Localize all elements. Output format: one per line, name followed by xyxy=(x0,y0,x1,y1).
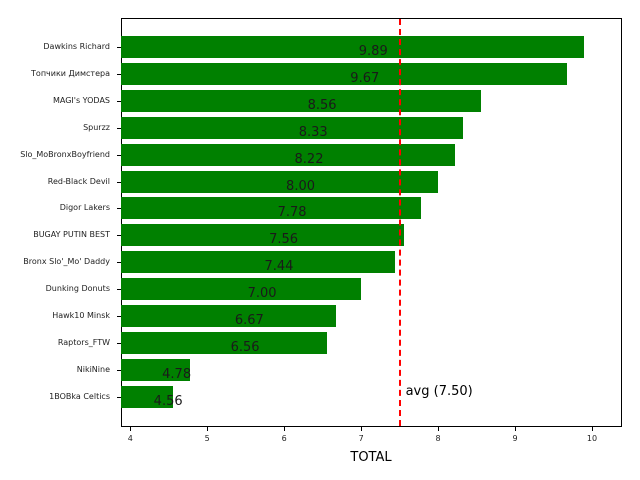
y-tick-label: Топчики Димстера xyxy=(31,68,110,78)
y-tick-label: Hawk10 Minsk xyxy=(52,311,110,320)
y-tick-label: Digor Lakers xyxy=(59,203,110,213)
bar-value-label: 7.56 xyxy=(269,232,299,248)
bar xyxy=(121,358,191,381)
bar xyxy=(121,385,174,408)
bar-value-label: 8.22 xyxy=(294,151,324,167)
y-tick-mark xyxy=(117,316,121,317)
x-tick-mark xyxy=(361,427,363,431)
bar-value-label: 7.78 xyxy=(277,205,307,221)
bar xyxy=(121,331,328,354)
y-tick-mark xyxy=(117,181,121,183)
x-tick-label: 9 xyxy=(512,434,518,443)
x-tick-mark xyxy=(515,427,517,431)
bar-value-label: 8.00 xyxy=(286,178,316,194)
y-tick-label: Dawkins Richard xyxy=(43,42,110,51)
y-tick-mark xyxy=(117,127,121,129)
y-tick-mark xyxy=(117,154,121,156)
x-tick-label: 4 xyxy=(127,434,133,443)
average-label: avg (7.50) xyxy=(405,384,473,399)
bar-value-label: 8.33 xyxy=(298,124,328,140)
y-tick-mark xyxy=(117,100,121,102)
plot-area xyxy=(121,18,622,427)
bar-value-label: 8.56 xyxy=(307,97,337,113)
x-tick-mark xyxy=(284,427,286,431)
bar xyxy=(121,305,336,327)
y-tick-mark xyxy=(117,208,121,210)
bar xyxy=(121,197,422,220)
y-tick-mark xyxy=(117,396,121,398)
y-tick-mark xyxy=(117,73,121,75)
y-tick-mark xyxy=(117,47,121,48)
bar-value-label: 9.89 xyxy=(358,44,388,59)
x-axis-title: TOTAL xyxy=(350,450,392,465)
bar xyxy=(121,224,405,247)
x-tick-label: 8 xyxy=(435,434,441,443)
y-tick-mark xyxy=(117,369,121,371)
y-tick-label: NikiNine xyxy=(76,364,110,374)
bar xyxy=(121,62,567,85)
bar-value-label: 6.67 xyxy=(234,313,264,328)
bar xyxy=(121,278,362,301)
bar-value-label: 7.00 xyxy=(247,286,277,302)
x-tick-mark xyxy=(207,427,209,431)
y-tick-label: 1BOBka Celtics xyxy=(49,391,110,401)
bar-value-label: 4.78 xyxy=(162,366,192,382)
y-tick-label: Raptors_FTW xyxy=(57,337,110,347)
x-tick-label: 5 xyxy=(204,434,210,443)
y-tick-mark xyxy=(117,342,121,344)
x-tick-label: 6 xyxy=(281,434,287,443)
y-tick-mark xyxy=(117,289,121,291)
bar xyxy=(121,170,439,193)
y-tick-label: MAGI's YODAS xyxy=(52,95,110,105)
y-tick-label: Red-Black Devil xyxy=(47,176,110,186)
y-tick-label: Spurzz xyxy=(83,122,110,132)
average-reference-line xyxy=(398,19,401,426)
x-tick-mark xyxy=(438,427,440,431)
y-tick-label: Dunking Donuts xyxy=(45,284,110,294)
y-tick-label: Bronx Slo'_Mo' Daddy xyxy=(23,257,110,267)
bar xyxy=(121,36,584,58)
y-tick-label: Slo_MoBronxBoyfriend xyxy=(20,149,110,159)
bar-value-label: 4.56 xyxy=(153,393,183,409)
x-tick-mark xyxy=(130,427,132,431)
bar-value-label: 7.44 xyxy=(264,259,294,275)
y-tick-mark xyxy=(117,235,121,237)
x-tick-label: 7 xyxy=(358,434,364,443)
bar xyxy=(121,251,395,274)
bar xyxy=(121,89,482,112)
bar-value-label: 9.67 xyxy=(350,70,380,86)
bar xyxy=(121,116,464,139)
bar xyxy=(121,143,455,166)
x-tick-label: 10 xyxy=(586,434,598,443)
x-tick-mark xyxy=(591,427,593,431)
bar-value-label: 6.56 xyxy=(230,339,260,355)
y-tick-label: BUGAY PUTIN BEST xyxy=(33,230,110,240)
y-tick-mark xyxy=(117,262,121,264)
